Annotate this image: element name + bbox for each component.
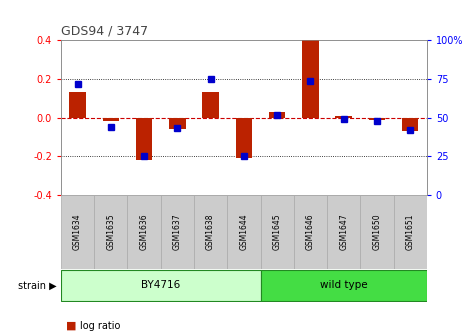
- Bar: [294, 195, 327, 269]
- Text: GDS94 / 3747: GDS94 / 3747: [61, 25, 148, 38]
- Text: GSM1650: GSM1650: [372, 213, 381, 250]
- Bar: [61, 270, 260, 301]
- Bar: [136, 118, 152, 160]
- Text: GSM1637: GSM1637: [173, 213, 182, 250]
- Text: log ratio: log ratio: [80, 321, 120, 331]
- Bar: [194, 195, 227, 269]
- Text: GSM1634: GSM1634: [73, 213, 82, 250]
- Text: GSM1635: GSM1635: [106, 213, 115, 250]
- Bar: [227, 195, 260, 269]
- Bar: [327, 195, 360, 269]
- Bar: [161, 195, 194, 269]
- Text: GSM1636: GSM1636: [140, 213, 149, 250]
- Bar: [402, 118, 418, 131]
- Bar: [302, 40, 319, 118]
- Bar: [103, 118, 119, 122]
- Bar: [94, 195, 128, 269]
- Text: BY4716: BY4716: [141, 280, 181, 290]
- Text: GSM1647: GSM1647: [339, 213, 348, 250]
- Bar: [235, 118, 252, 158]
- Bar: [260, 270, 427, 301]
- Bar: [169, 118, 186, 129]
- Bar: [335, 116, 352, 118]
- Bar: [360, 195, 393, 269]
- Bar: [269, 112, 286, 118]
- Text: GSM1651: GSM1651: [406, 214, 415, 250]
- Bar: [69, 92, 86, 118]
- Text: GSM1644: GSM1644: [239, 213, 249, 250]
- Bar: [393, 195, 427, 269]
- Bar: [260, 195, 294, 269]
- Text: GSM1645: GSM1645: [272, 213, 282, 250]
- Bar: [61, 195, 94, 269]
- Text: GSM1646: GSM1646: [306, 213, 315, 250]
- Bar: [369, 118, 385, 120]
- Text: strain ▶: strain ▶: [18, 281, 56, 291]
- Bar: [128, 195, 161, 269]
- Bar: [202, 92, 219, 118]
- Text: wild type: wild type: [320, 280, 368, 290]
- Text: ■: ■: [66, 321, 76, 331]
- Text: GSM1638: GSM1638: [206, 214, 215, 250]
